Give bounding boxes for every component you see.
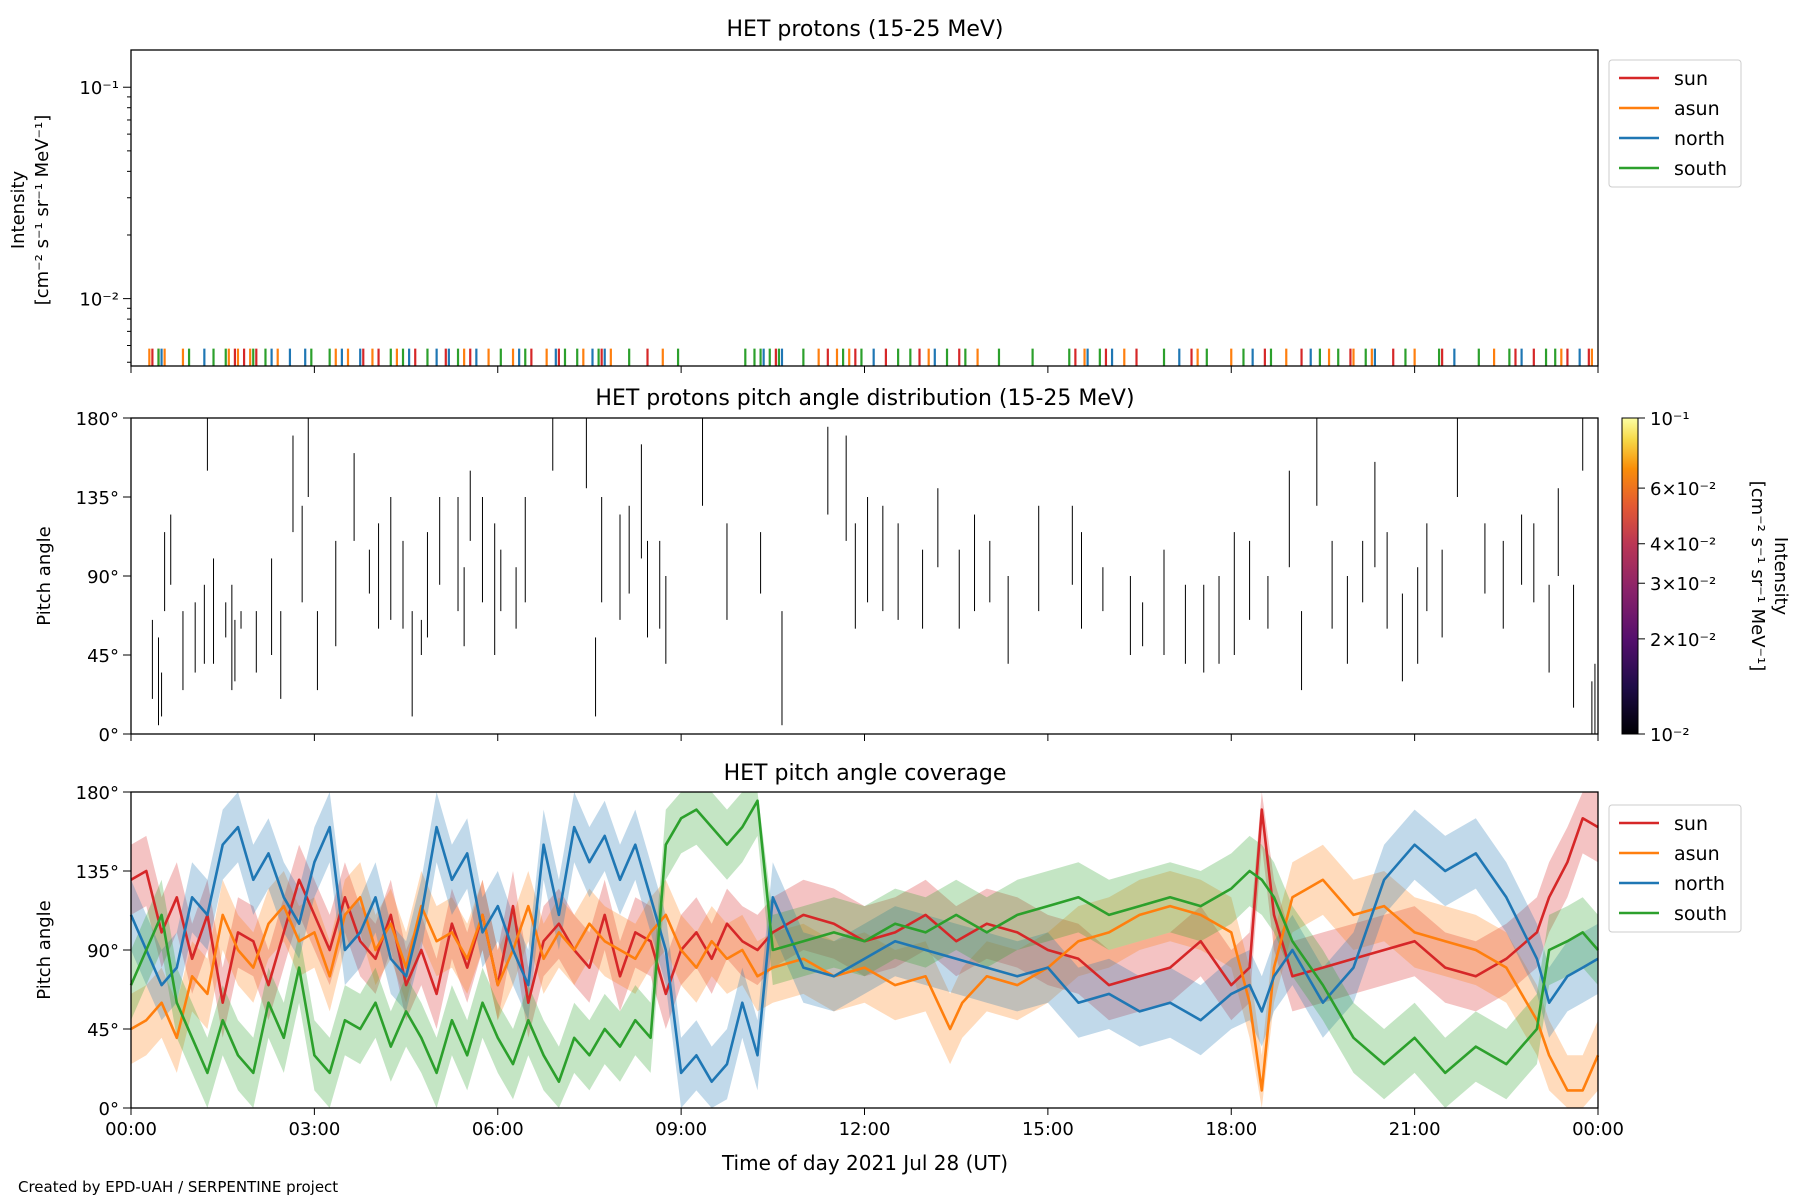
- coverage-line-asun: [130, 878, 1600, 1092]
- intensity-plot-frame: [130, 49, 1599, 367]
- coverage-x-tick-label: 06:00: [472, 1119, 524, 1140]
- colorbar-tick-label: 10⁻¹: [1650, 409, 1690, 430]
- colorbar-tick-label: 4×10⁻²: [1650, 535, 1716, 556]
- intensity-y-tick-label: 10⁻²: [79, 290, 119, 311]
- colorbar-tick-label: 10⁻²: [1650, 725, 1690, 746]
- coverage-plot-frame: [130, 791, 1599, 1109]
- intensity-legend-label-north: north: [1674, 128, 1725, 150]
- coverage-y-tick-label: 135°: [76, 862, 119, 883]
- pad-y-tick-label: 90°: [87, 567, 119, 588]
- x-axis-label: Time of day 2021 Jul 28 (UT): [721, 1151, 1008, 1175]
- coverage-panel-title: HET pitch angle coverage: [724, 761, 1007, 786]
- pitch-angle-distribution-panel: HET protons pitch angle distribution (15…: [34, 386, 1791, 746]
- colorbar-tick-label: 6×10⁻²: [1650, 479, 1716, 500]
- coverage-y-tick-label: 45°: [87, 1020, 119, 1041]
- colorbar-ticks: 10⁻¹ 6×10⁻² 4×10⁻² 3×10⁻² 2×10⁻² 10⁻²: [1638, 409, 1716, 746]
- coverage-line-sun: [130, 808, 1599, 1004]
- coverage-y-label: Pitch angle: [34, 900, 55, 999]
- coverage-legend-label-asun: asun: [1674, 843, 1720, 865]
- colorbar-label: Intensity: [1770, 537, 1791, 616]
- intensity-legend-label-sun: sun: [1674, 68, 1708, 90]
- pad-y-ticks: 0° 45° 90° 135° 180°: [76, 409, 131, 746]
- coverage-x-tick-label: 09:00: [655, 1119, 707, 1140]
- intensity-panel-title: HET protons (15-25 MeV): [727, 17, 1004, 42]
- colorbar-tick-label: 2×10⁻²: [1650, 630, 1716, 651]
- coverage-x-tick-label: 03:00: [288, 1119, 340, 1140]
- coverage-band-sun: [131, 792, 1598, 1038]
- pad-y-label: Pitch angle: [34, 526, 55, 625]
- coverage-x-tick-label: 00:00: [105, 1119, 157, 1140]
- pad-y-tick-label: 0°: [99, 725, 119, 746]
- pad-panel-title: HET protons pitch angle distribution (15…: [595, 386, 1134, 411]
- credit-text: Created by EPD-UAH / SERPENTINE project: [18, 1178, 338, 1196]
- intensity-y-label: Intensity: [8, 170, 29, 249]
- coverage-line-south: [129, 799, 1599, 1083]
- coverage-x-tick-label: 15:00: [1022, 1119, 1074, 1140]
- coverage-x-tick-label: 18:00: [1205, 1119, 1257, 1140]
- coverage-legend-label-south: south: [1674, 903, 1727, 925]
- coverage-x-ticks: 00:00 03:00 06:00 09:00 12:00 15:00 18:00 21:00…: [105, 1108, 1624, 1140]
- coverage-bands: [131, 792, 1598, 1108]
- pad-y-tick-label: 45°: [87, 646, 119, 667]
- coverage-y-ticks: 0° 45° 90° 135° 180°: [76, 783, 131, 1120]
- colorbar: 10⁻¹ 6×10⁻² 4×10⁻² 3×10⁻² 2×10⁻² 10⁻² Intensi…: [1621, 409, 1791, 746]
- intensity-spike-marks: [148, 348, 1593, 366]
- pitch-angle-coverage-panel: HET pitch angle coverage 0° 45° 90° 135° 180…: [34, 761, 1742, 1140]
- coverage-band-asun: [131, 844, 1598, 1108]
- coverage-x-tick-label: 21:00: [1389, 1119, 1441, 1140]
- intensity-legend: sun asun north south: [1608, 59, 1742, 188]
- intensity-panel: HET protons (15-25 MeV) 10⁻¹ 10⁻² Intensi…: [8, 17, 1742, 373]
- coverage-band-south: [131, 792, 1598, 1108]
- coverage-legend: sun asun north south: [1608, 804, 1742, 933]
- coverage-legend-label-sun: sun: [1674, 813, 1708, 835]
- intensity-y-tick-label: 10⁻¹: [79, 78, 119, 99]
- pad-marks: [151, 418, 1596, 734]
- coverage-x-tick-label: 12:00: [839, 1119, 891, 1140]
- intensity-y-ticks: 10⁻¹ 10⁻²: [79, 78, 131, 363]
- intensity-legend-label-south: south: [1674, 158, 1727, 180]
- intensity-y-label-units: [cm⁻² s⁻¹ sr⁻¹ MeV⁻¹]: [32, 115, 53, 306]
- coverage-band-north: [131, 792, 1598, 1108]
- intensity-legend-label-asun: asun: [1674, 98, 1720, 120]
- coverage-x-tick-label: 00:00: [1572, 1119, 1624, 1140]
- coverage-lines: [129, 799, 1600, 1092]
- intensity-x-ticks: [130, 366, 1599, 373]
- pad-plot-frame: [130, 417, 1599, 735]
- coverage-y-tick-label: 90°: [87, 941, 119, 962]
- coverage-legend-label-north: north: [1674, 873, 1725, 895]
- pad-y-tick-label: 180°: [76, 409, 119, 430]
- coverage-line-north: [129, 825, 1599, 1083]
- pad-y-tick-label: 135°: [76, 488, 119, 509]
- coverage-y-tick-label: 0°: [99, 1099, 119, 1120]
- coverage-legend-frame: [1608, 804, 1742, 933]
- pad-x-ticks: [130, 734, 1599, 741]
- coverage-y-tick-label: 180°: [76, 783, 119, 804]
- intensity-legend-frame: [1608, 59, 1742, 188]
- colorbar-tick-label: 3×10⁻²: [1650, 574, 1716, 595]
- colorbar-gradient: [1621, 417, 1639, 735]
- colorbar-label-units: [cm⁻² s⁻¹ sr⁻¹ MeV⁻¹]: [1747, 481, 1768, 672]
